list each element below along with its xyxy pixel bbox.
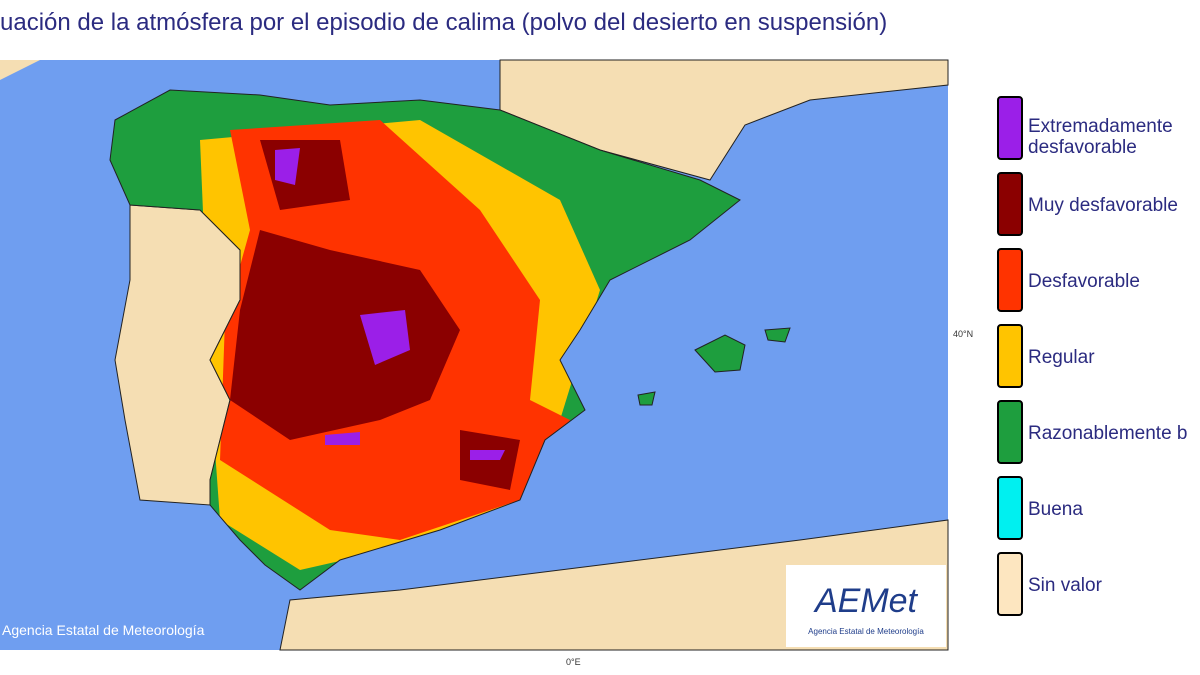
spain-outline	[109, 89, 741, 591]
lon-label: 0°E	[566, 657, 581, 667]
legend: Extremadamente desfavorable Muy desfavorab…	[997, 96, 1188, 616]
legend-label: Buena	[1028, 499, 1083, 520]
legend-label: Sin valor	[1028, 575, 1103, 596]
logo-name: AEMet	[813, 582, 919, 620]
africa	[279, 519, 949, 651]
legend-swatch	[997, 96, 1023, 160]
spain-index	[110, 90, 740, 590]
logo-subtitle: Agencia Estatal de Meteorología	[808, 627, 924, 636]
legend-label: Regular	[1028, 347, 1095, 368]
legend-swatch	[997, 324, 1023, 388]
legend-label: Razonablemente b	[1028, 423, 1188, 444]
legend-swatch	[997, 476, 1023, 540]
lat-label: 40°N	[953, 329, 973, 339]
logo-box	[786, 565, 946, 647]
legend-swatch	[997, 400, 1023, 464]
legend-label: Extremadamente desfavorable	[1028, 116, 1173, 158]
legend-swatch	[997, 248, 1023, 312]
legend-label: Desfavorable	[1028, 271, 1140, 292]
credit: Agencia Estatal de Meteorología	[2, 622, 205, 638]
balearics	[637, 327, 791, 406]
land-corner	[0, 60, 40, 80]
legend-label: Muy desfavorable	[1028, 195, 1178, 216]
title: uación de la atmósfera por el episodio d…	[0, 9, 887, 36]
legend-swatch	[997, 552, 1023, 616]
legend-swatch	[997, 172, 1023, 236]
